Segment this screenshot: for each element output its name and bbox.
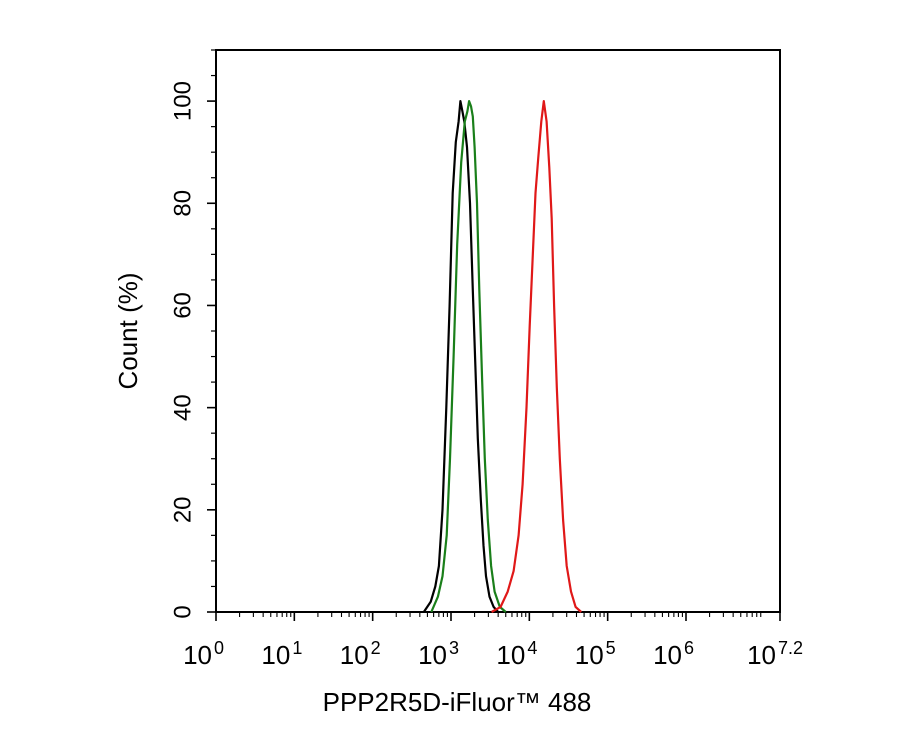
x-tick-label: 10 xyxy=(418,640,447,670)
x-tick-label: 10 xyxy=(183,640,212,670)
y-axis-title: Count (%) xyxy=(113,272,143,389)
x-tick-label: 10 xyxy=(747,640,776,670)
x-tick-exponent: 2 xyxy=(371,638,381,658)
x-tick-exponent: 4 xyxy=(527,638,537,658)
x-tick-exponent: 3 xyxy=(449,638,459,658)
x-tick-exponent: 0 xyxy=(214,638,224,658)
x-tick-label: 10 xyxy=(653,640,682,670)
histogram-series-1 xyxy=(422,100,500,613)
y-tick-label: 100 xyxy=(170,81,197,121)
series-group xyxy=(422,100,582,613)
y-axis: 0 20 40 60 80 100 xyxy=(170,49,216,619)
y-tick-label: 40 xyxy=(170,394,197,421)
y-tick-label: 0 xyxy=(170,605,197,618)
y-tick-label: 20 xyxy=(170,496,197,523)
y-tick-label: 60 xyxy=(170,292,197,319)
x-tick-label: 10 xyxy=(340,640,369,670)
histogram-series-3 xyxy=(491,100,582,613)
x-tick-exponent: 1 xyxy=(292,638,302,658)
y-tick-label: 80 xyxy=(170,190,197,217)
plot-frame xyxy=(215,49,781,613)
x-tick-exponent: 7.2 xyxy=(778,638,803,658)
x-axis: 10 0 10 1 10 2 10 3 10 4 10 5 10 6 10 7.2 xyxy=(183,612,803,670)
x-tick-exponent: 5 xyxy=(606,638,616,658)
x-tick-exponent: 6 xyxy=(684,638,694,658)
x-tick-label: 10 xyxy=(575,640,604,670)
x-axis-title: PPP2R5D-iFluor™ 488 xyxy=(323,687,592,717)
x-tick-label: 10 xyxy=(496,640,525,670)
x-tick-label: 10 xyxy=(261,640,290,670)
histogram-series-2 xyxy=(430,100,507,613)
